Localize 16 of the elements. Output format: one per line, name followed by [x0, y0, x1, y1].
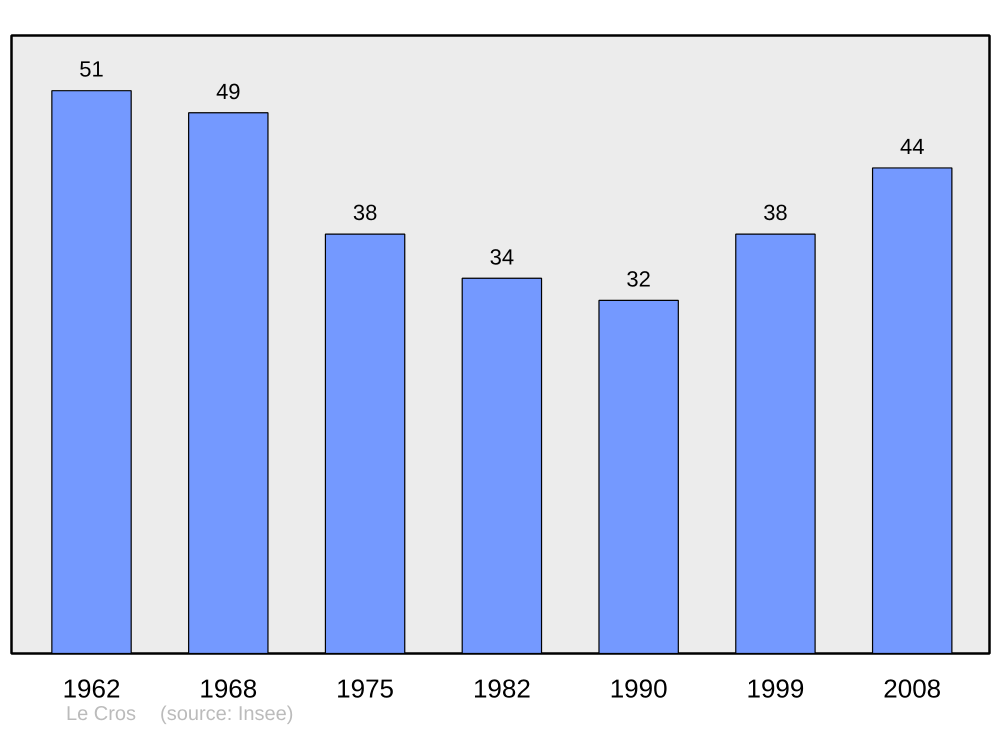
data-label: 34 — [490, 244, 514, 270]
data-label: 38 — [352, 200, 378, 226]
data-label: 44 — [900, 134, 924, 159]
x-tick-label: 1999 — [746, 674, 804, 704]
x-tick-label: 1968 — [199, 674, 258, 704]
text: (source: Insee) — [160, 703, 294, 725]
data-label: 51 — [79, 56, 104, 82]
data-label: 49 — [216, 78, 241, 104]
text: Le Cros — [66, 703, 136, 725]
x-tick-label: 1990 — [610, 674, 668, 704]
x-tick-label: 1975 — [336, 674, 394, 704]
data-label: 32 — [626, 266, 651, 292]
x-tick-label: 1962 — [62, 674, 120, 704]
x-tick-label: 1982 — [472, 674, 531, 704]
data-label: 38 — [763, 200, 788, 226]
x-tick-label: 2008 — [883, 674, 942, 704]
